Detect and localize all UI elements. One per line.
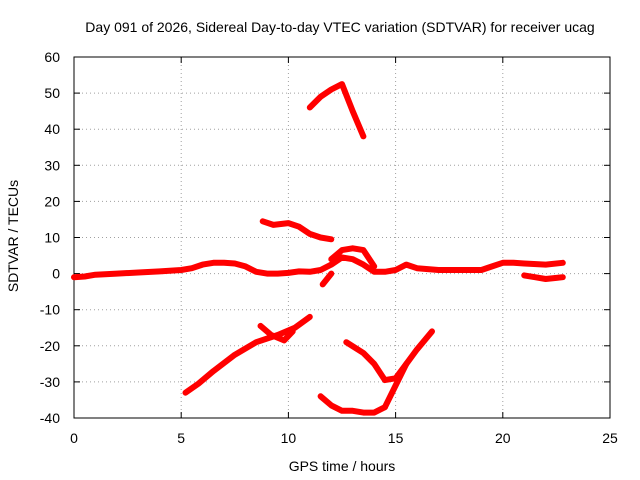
chart-title: Day 091 of 2026, Sidereal Day-to-day VTE… — [85, 19, 594, 35]
y-tick-label: 40 — [44, 121, 60, 137]
x-tick-label: 5 — [177, 430, 185, 446]
series-dip-12 — [319, 270, 335, 288]
series-segment-5-11 — [182, 313, 313, 396]
x-axis-label: GPS time / hours — [289, 458, 396, 474]
series-segment-8.7-10 — [257, 322, 296, 344]
y-tick-label: -20 — [40, 338, 60, 354]
y-tick-label: 50 — [44, 85, 60, 101]
y-tick-label: 30 — [44, 157, 60, 173]
x-tick-label: 25 — [602, 430, 618, 446]
y-tick-label: 60 — [44, 49, 60, 65]
y-tick-label: 20 — [44, 193, 60, 209]
data-series — [71, 81, 566, 416]
x-tick-label: 20 — [495, 430, 511, 446]
y-tick-label: -40 — [40, 410, 60, 426]
y-tick-label: -10 — [40, 302, 60, 318]
series-segment-14.5-15.5 — [381, 360, 410, 411]
series-segment-9-12 — [259, 218, 335, 243]
x-tick-label: 0 — [70, 430, 78, 446]
axis-ticks: 0 5 10 15 20 25 -40 -30 -20 -10 0 10 20 30 40 50 60 — [40, 49, 618, 446]
x-tick-label: 15 — [388, 430, 404, 446]
series-segment-21-22.8 — [521, 272, 566, 282]
y-tick-label: 10 — [44, 230, 60, 246]
grid-lines — [74, 57, 610, 418]
series-segment-12.7-16.7 — [343, 328, 435, 384]
series-bump-12-14 — [328, 245, 378, 270]
series-main-trace — [71, 254, 566, 281]
y-axis-label: SDTVAR / TECUs — [5, 180, 21, 292]
series-segment-11.5-14.5 — [317, 393, 388, 416]
x-tick-label: 10 — [281, 430, 297, 446]
y-tick-label: -30 — [40, 374, 60, 390]
y-tick-label: 0 — [52, 266, 60, 282]
series-segment-11-13.5 — [306, 81, 367, 140]
